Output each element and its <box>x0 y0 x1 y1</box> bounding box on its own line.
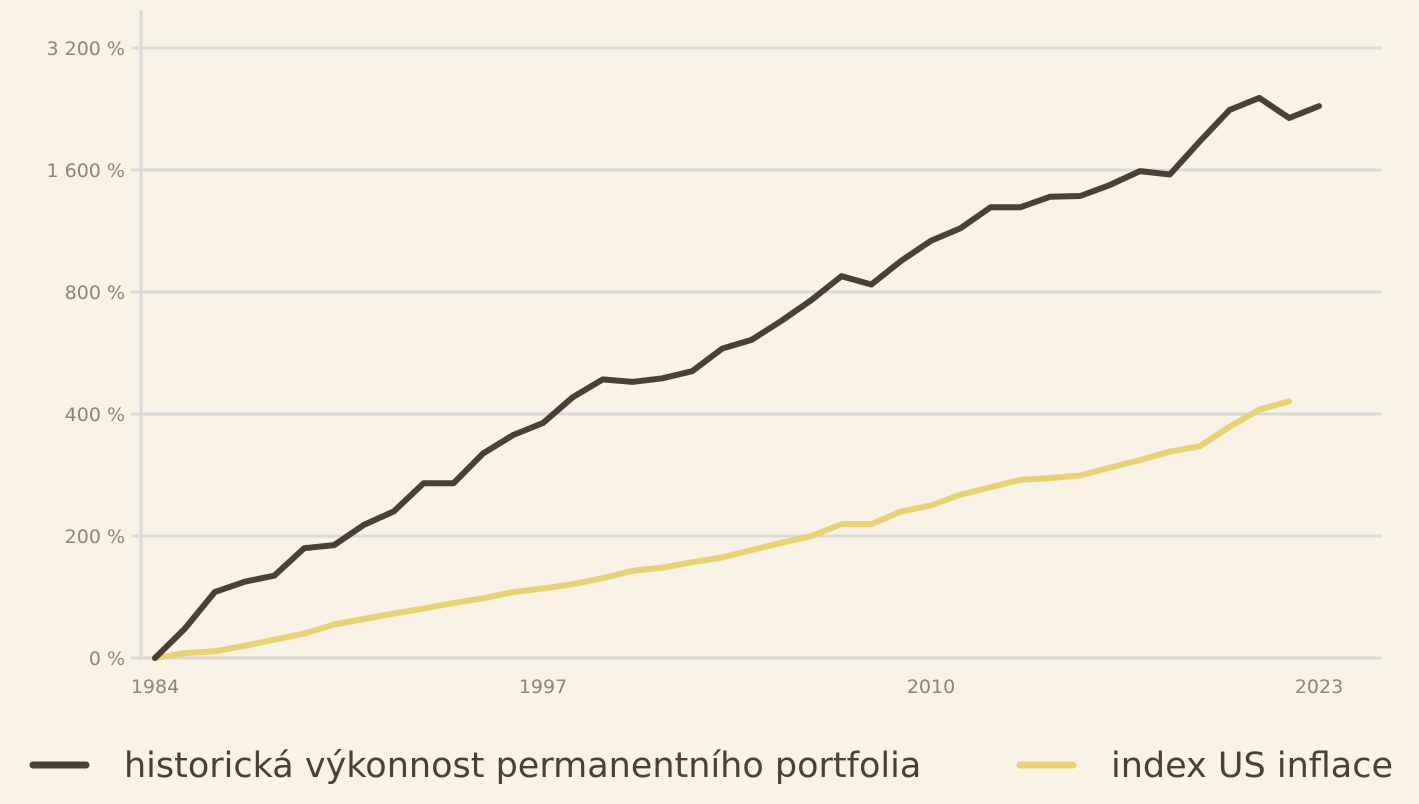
y-tick-label: 3 200 % <box>47 38 126 60</box>
x-tick-label: 1997 <box>519 676 567 698</box>
series-line-portfolio <box>152 94 1322 661</box>
x-tick-label: 2023 <box>1295 676 1343 698</box>
legend-label: historická výkonnost permanentního portf… <box>124 746 921 786</box>
y-tick-label: 400 % <box>65 404 125 426</box>
x-tick-labels: 1984 1997 2010 2023 <box>131 676 1343 698</box>
series-lines <box>152 94 1322 661</box>
gridlines <box>141 46 1382 660</box>
y-tick-label: 1 600 % <box>47 160 126 182</box>
y-tick-label: 200 % <box>65 526 125 548</box>
y-tick-label: 800 % <box>65 282 125 304</box>
axes <box>131 10 143 660</box>
x-tick-label: 2010 <box>907 676 955 698</box>
y-tick-labels: 0 % 200 % 400 % 800 % 1 600 % 3 200 % <box>47 38 126 670</box>
legend-label: index US inflace <box>1111 746 1393 786</box>
series-line-inflation <box>152 398 1293 661</box>
x-tick-label: 1984 <box>131 676 179 698</box>
legend: historická výkonnost permanentního portf… <box>29 746 1393 786</box>
y-tick-label: 0 % <box>89 648 125 670</box>
